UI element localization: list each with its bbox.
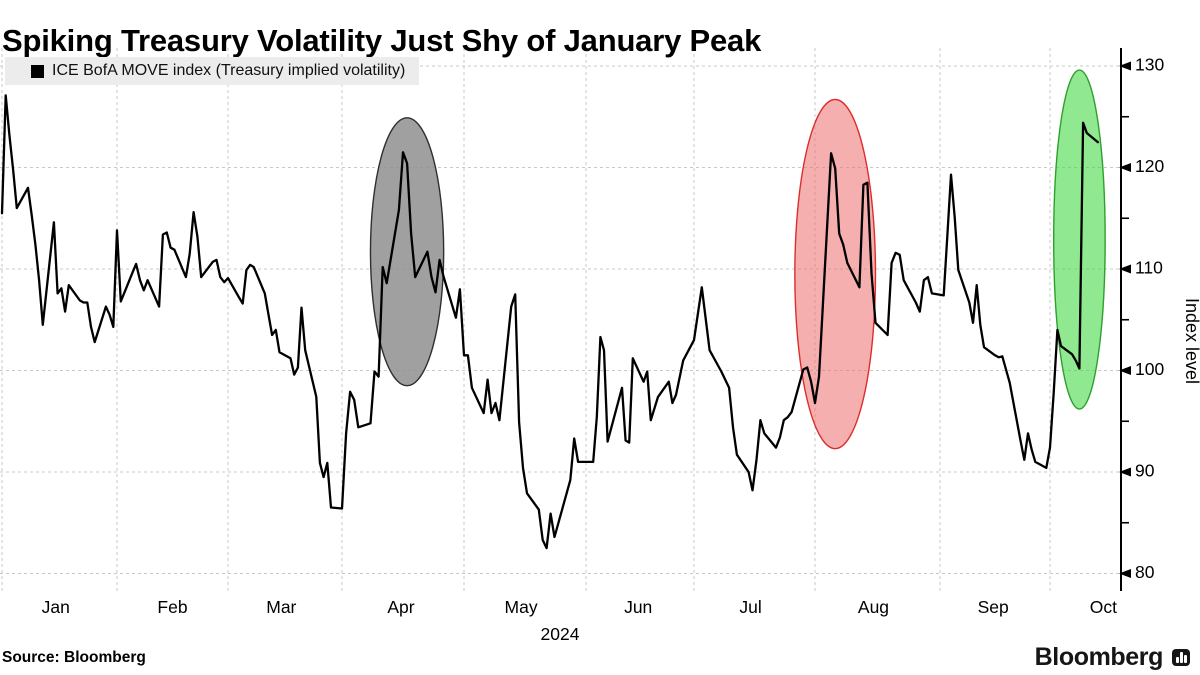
y-tick-label: 100 <box>1135 359 1164 379</box>
x-tick-label-jun: Jun <box>624 597 652 617</box>
x-tick-label-jan: Jan <box>42 597 70 617</box>
october-spike-highlight <box>1052 69 1106 410</box>
y-major-tick-arrow-icon <box>1119 163 1131 172</box>
bloomberg-bars-icon <box>1172 649 1190 666</box>
x-tick-label-mar: Mar <box>266 597 296 617</box>
x-tick-label-may: May <box>505 597 538 617</box>
y-major-tick-arrow-icon <box>1119 569 1131 578</box>
august-spike-highlight <box>794 98 877 450</box>
x-tick-label-aug: Aug <box>858 597 889 617</box>
y-major-tick-arrow-icon <box>1119 366 1131 375</box>
legend-label: ICE BofA MOVE index (Treasury implied vo… <box>52 62 406 79</box>
x-tick-label-feb: Feb <box>157 597 187 617</box>
y-tick-label: 130 <box>1135 55 1164 75</box>
chart-title: Spiking Treasury Volatility Just Shy of … <box>2 22 762 58</box>
chart-legend: ICE BofA MOVE index (Treasury implied vo… <box>5 57 420 85</box>
legend-swatch-icon <box>31 64 44 78</box>
y-tick-label: 120 <box>1135 156 1164 176</box>
y-major-tick-arrow-icon <box>1119 467 1131 477</box>
bloomberg-wordmark: Bloomberg <box>1034 643 1164 671</box>
y-major-tick-arrow-icon <box>1119 264 1131 274</box>
y-tick-label: 80 <box>1135 562 1155 582</box>
y-major-tick-arrow-icon <box>1119 61 1131 71</box>
y-axis-title: Index level <box>1182 298 1200 384</box>
x-tick-label-oct: Oct <box>1090 597 1117 617</box>
y-tick-label: 110 <box>1135 258 1163 278</box>
x-tick-label-jul: Jul <box>739 597 761 617</box>
april-spike-highlight <box>369 117 445 387</box>
y-tick-label: 90 <box>1135 461 1155 481</box>
x-tick-label-sep: Sep <box>978 597 1009 617</box>
bloomberg-logo: Bloomberg <box>1035 643 1190 672</box>
move-index-line <box>0 94 1099 550</box>
x-tick-label-apr: Apr <box>387 597 414 617</box>
source-credit: Source: Bloomberg <box>2 649 146 666</box>
year-label: 2024 <box>541 624 580 644</box>
